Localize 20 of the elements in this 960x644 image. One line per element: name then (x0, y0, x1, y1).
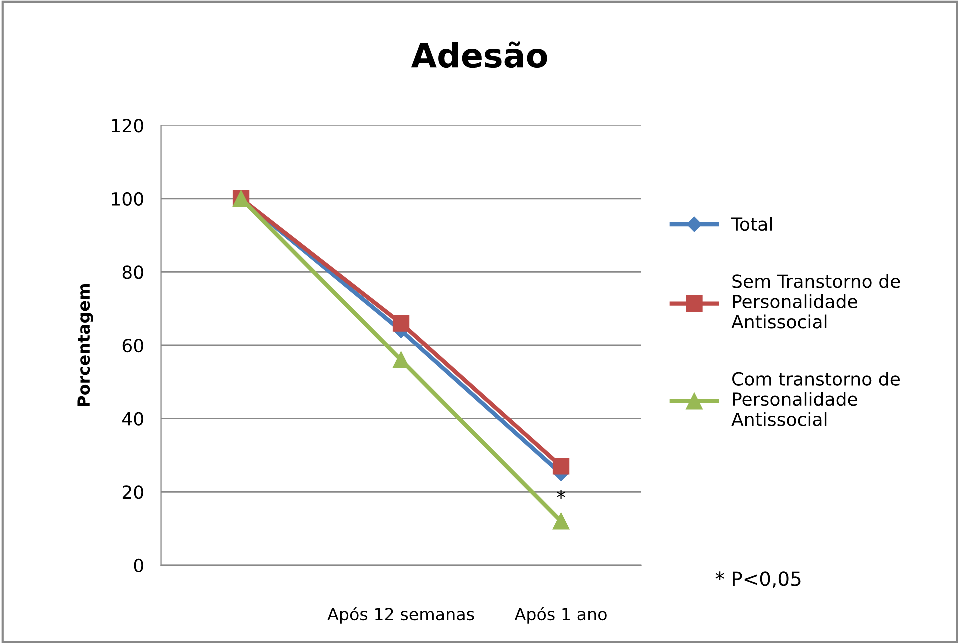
legend-label: Sem Transtorno de Personalidade Antissocial (732, 274, 900, 329)
text: * P<0,05 (716, 572, 801, 588)
x-tick-label: Após 12 semanas (328, 607, 474, 624)
y-tick-label: 20 (122, 486, 144, 500)
point (392, 315, 410, 332)
legend-label: Com transtorno de Personalidade Antissocial (732, 372, 900, 426)
y-tick-label: 60 (122, 338, 144, 353)
point (552, 458, 570, 475)
legend-label: Total (731, 217, 772, 232)
point (552, 513, 570, 530)
x-tick-label: Após 1 ano (514, 607, 607, 624)
y-tick-label: 40 (122, 412, 144, 426)
y-axis-title: Porcentagem (78, 284, 94, 406)
y-tick-label: 80 (122, 266, 144, 280)
point (392, 352, 410, 368)
chart-title: Adesão (411, 42, 548, 68)
y-tick-label: 0 (134, 558, 144, 573)
y-tick-label: 100 (112, 192, 144, 206)
y-tick-label: 120 (112, 119, 144, 133)
annotation: * (557, 490, 566, 500)
